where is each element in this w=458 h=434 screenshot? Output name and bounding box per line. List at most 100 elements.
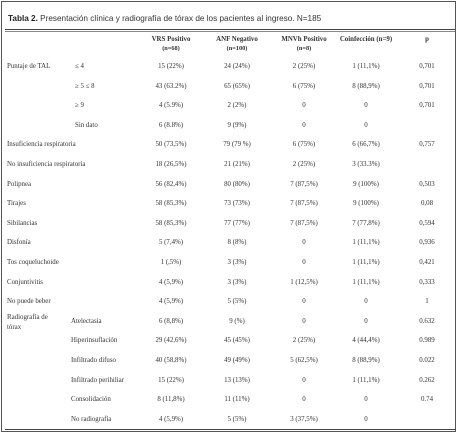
- table-row: Infiltrado difuso 40 (58,8%) 49 (49%) 5 (62…: [7, 351, 454, 371]
- table-cell: 0: [302, 258, 306, 266]
- header-mnvh-positivo: MNVh Positivo (n=8): [281, 36, 327, 52]
- table-cell: 0,936: [419, 239, 435, 247]
- table-cell: 5 (5%): [227, 415, 247, 423]
- table-body: Puntaje de TAL ≤ 4 15 (22%) 24 (24%) 2 (25%)…: [7, 57, 454, 429]
- table-cell: 21 (21%): [224, 160, 250, 168]
- row-sublabel: Consolidación: [71, 396, 111, 404]
- table-row: ≥ 5 ≤ 8 43 (63.2%) 65 (65%) 6 (75%) 8 (88,9%…: [7, 77, 454, 97]
- table-cell: 0,421: [419, 258, 435, 266]
- row-sublabel: ≤ 4: [75, 63, 84, 70]
- table-cell: 8 (88,9%): [352, 356, 380, 364]
- table-cell: 9 (100%): [353, 200, 379, 208]
- table-cell: 5 (7,4%): [158, 239, 184, 247]
- table-cell: 0: [364, 298, 368, 306]
- header-anf-negativo: ANF Negativo (n=100): [216, 36, 258, 52]
- table-cell: 7 (87,5%): [290, 200, 318, 208]
- table-cell: 4 (5,9%): [158, 298, 184, 306]
- row-sublabel: No radiografía: [71, 415, 112, 423]
- table-row: Tirajes 58 (85,3%) 73 (73%) 7 (87,5%) 9 (100…: [7, 194, 454, 214]
- table-row: Sin dato 6 (8.8%) 9 (9%) 0 0: [7, 116, 454, 136]
- row-label: Tos coqueluchoide: [7, 258, 59, 266]
- table-cell: 7 (87,5%): [290, 219, 318, 227]
- row-label: Insuficiencia respiratoria: [7, 141, 76, 149]
- table-caption: Presentación clínica y radiografía de tó…: [37, 14, 322, 23]
- table-header: VRS Positivo (n=68) ANF Negativo (n=100) M…: [7, 31, 454, 57]
- table-row: Insuficiencia respiratoria 50 (73,5%) 79 (…: [7, 135, 454, 155]
- table-cell: 0,701: [419, 82, 435, 90]
- table-cell: 6 (8,8%): [158, 317, 184, 325]
- table-cell: 2 (25%): [292, 337, 316, 345]
- row-sublabel: ≥ 9: [75, 102, 84, 110]
- table-cell: [402, 116, 452, 136]
- table-cell: 6 (75%): [292, 141, 316, 149]
- table-cell: 0.632: [419, 317, 435, 325]
- row-label: Puntaje de TAL: [7, 63, 51, 70]
- table-cell: 49 (49%): [224, 356, 250, 364]
- table-cell: 50 (73,5%): [155, 141, 187, 149]
- row-sublabel: Atelectasia: [71, 317, 102, 325]
- table-cell: 3 (33.3%): [352, 160, 380, 168]
- row-label: No puede beber: [7, 298, 51, 306]
- table-cell: 0.989: [419, 337, 435, 345]
- table-cell: 0,594: [419, 219, 435, 227]
- table-cell: 43 (63.2%): [155, 82, 187, 90]
- table-cell: 4 (5.9%): [158, 102, 184, 110]
- table-cell: 3 (3%): [227, 278, 247, 286]
- table-cell: 6 (66,7%): [352, 141, 380, 149]
- table-cell: 3 (3%): [227, 258, 247, 266]
- header-vrs-positivo: VRS Positivo (n=68): [151, 36, 191, 52]
- table-row: Conjuntivitis 4 (5,9%) 3 (3%) 1 (12,5%) 1 (1…: [7, 273, 454, 293]
- table-cell: 11 (11%): [224, 396, 250, 404]
- table-cell: [402, 410, 452, 430]
- table-cell: 0.022: [419, 356, 435, 364]
- table-cell: 8 (88,9%): [352, 82, 380, 90]
- table-row: Polipnea 56 (82,4%) 80 (80%) 7 (87,5%) 9 (10…: [7, 175, 454, 195]
- bottom-rule: [5, 429, 455, 430]
- table-row: No puede beber 4 (5,9%) 5 (5%) 0 0 1: [7, 292, 454, 312]
- table-cell: 73 (73%): [224, 200, 250, 208]
- table-cell: 58 (85,3%): [155, 219, 187, 227]
- table-cell: 13 (13%): [224, 376, 250, 384]
- table-cell: 29 (42,6%): [155, 337, 187, 345]
- table-row: Puntaje de TAL ≤ 4 15 (22%) 24 (24%) 2 (25%)…: [7, 57, 454, 77]
- table-cell: 0: [302, 298, 306, 306]
- table-cell: 4 (44,4%): [352, 337, 380, 345]
- table-cell: 0: [302, 376, 306, 384]
- table-cell: 15 (22%): [158, 63, 184, 70]
- table-cell: 0: [302, 121, 306, 129]
- table-cell: 2 (25%): [292, 63, 316, 70]
- table-cell: 7 (77,8%): [352, 219, 380, 227]
- table-row: Sibilancias 58 (85,3%) 77 (77%) 7 (87,5%) 7 …: [7, 214, 454, 234]
- table-row: No insuficiencia respiratoria 18 (26,5%) 2…: [7, 155, 454, 175]
- row-sublabel: ≥ 5 ≤ 8: [75, 82, 95, 90]
- row-label: Disfonía: [7, 239, 31, 247]
- table-cell: 0: [302, 317, 306, 325]
- table-cell: 0: [364, 102, 368, 110]
- header-p-value: p: [425, 36, 429, 43]
- table-cell: 56 (82,4%): [155, 180, 187, 188]
- row-label: Polipnea: [7, 180, 32, 188]
- table-cell: 0: [364, 121, 368, 129]
- table-cell: 9 (9%): [227, 121, 247, 129]
- table-cell: 45 (45%): [224, 337, 250, 345]
- table-cell: 6 (75%): [292, 82, 316, 90]
- table-cell: 1 (11,1%): [352, 239, 380, 247]
- row-sublabel: Sin dato: [75, 121, 98, 129]
- table-row: Radiografía de tórax Atelectasia 6 (8,8%) 9…: [7, 312, 454, 332]
- table-row: Disfonía 5 (7,4%) 8 (8%) 0 1 (11,1%) 0,936: [7, 233, 454, 253]
- table-cell: 40 (58,8%): [155, 356, 187, 364]
- row-label: Radiografía de tórax: [7, 313, 48, 331]
- table-row: Consolidación 8 (11,8%) 11 (11%) 0 0 0.74: [7, 390, 454, 410]
- table-cell: 3 (37,5%): [290, 415, 318, 423]
- table-cell: 6 (8.8%): [158, 121, 184, 129]
- table-cell: 0,701: [419, 102, 435, 110]
- table-cell: 9 (100%): [353, 180, 379, 188]
- table-cell: 65 (65%): [224, 82, 250, 90]
- table-cell: 0.262: [419, 376, 435, 384]
- table-cell: 9 (%): [229, 317, 245, 325]
- header-coinfeccion: Coinfección (n=9): [339, 36, 393, 43]
- table-cell: 77 (77%): [224, 219, 250, 227]
- table-cell: 1 (,5%): [160, 258, 182, 266]
- table-cell: 8 (8%): [227, 239, 247, 247]
